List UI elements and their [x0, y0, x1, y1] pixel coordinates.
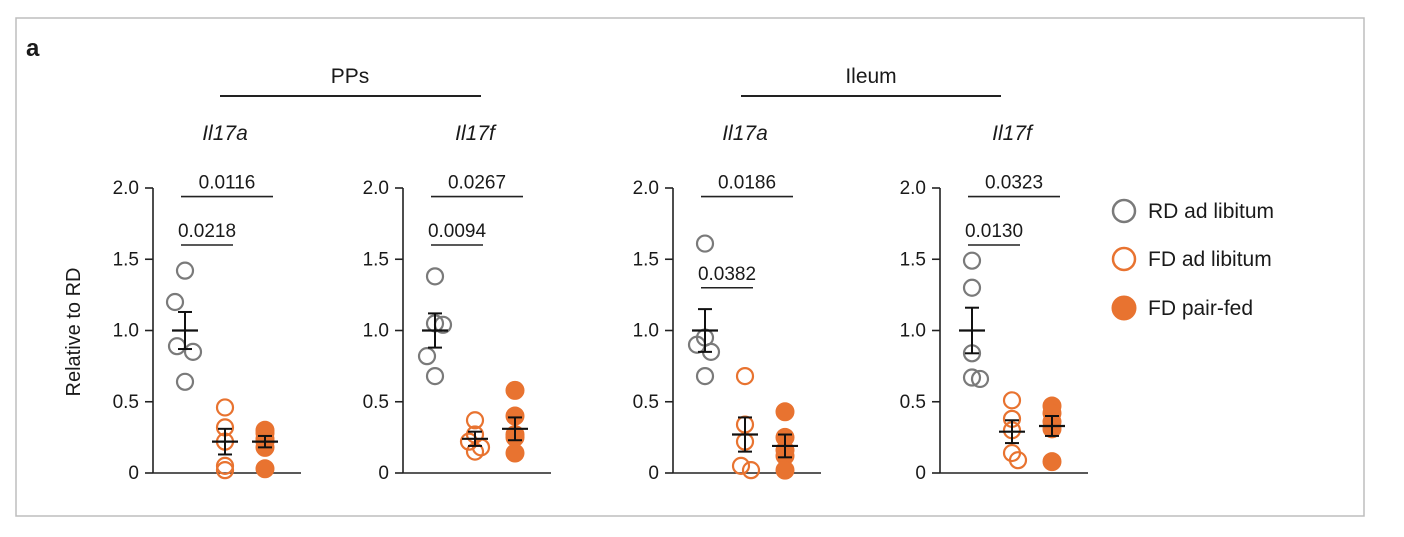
p-value-label: 0.0323 — [985, 173, 1043, 194]
y-tick-label: 1.0 — [363, 321, 389, 342]
legend-marker-fd-pair-fed — [1111, 295, 1137, 321]
data-point — [775, 402, 795, 422]
panel-title: Il17f — [992, 122, 1034, 145]
data-point — [775, 460, 795, 480]
panel-title: Il17a — [722, 122, 768, 145]
y-tick-label: 1.0 — [633, 321, 659, 342]
data-point — [465, 411, 485, 430]
data-point — [962, 278, 982, 297]
y-tick-label: 0.5 — [633, 392, 659, 413]
y-tick-label: 1.0 — [113, 321, 139, 342]
legend-item-rd-ad-libitum: RD ad libitum — [1111, 198, 1274, 224]
y-tick-label: 1.5 — [363, 249, 389, 270]
data-point — [215, 398, 235, 417]
y-tick-label: 0 — [128, 463, 139, 484]
y-tick-label: 2.0 — [363, 178, 389, 199]
y-tick-label: 2.0 — [900, 178, 926, 199]
legend-label-fd-pair-fed: FD pair-fed — [1148, 297, 1253, 320]
y-tick-label: 0 — [915, 463, 926, 484]
legend-item-fd-ad-libitum: FD ad libitum — [1111, 246, 1272, 272]
p-value-label: 0.0094 — [428, 221, 487, 242]
legend-marker-fd-ad-libitum — [1111, 246, 1137, 272]
group-label-pps: PPs — [331, 65, 370, 88]
y-tick-label: 0 — [378, 463, 389, 484]
data-point — [165, 292, 185, 312]
legend-marker-rd-ad-libitum — [1111, 198, 1137, 224]
legend-label-rd-ad-libitum: RD ad libitum — [1148, 200, 1274, 223]
y-tick-label: 1.5 — [113, 249, 139, 270]
y-tick-label: 1.5 — [900, 249, 926, 270]
p-value-label: 0.0130 — [965, 221, 1023, 242]
data-point — [695, 234, 715, 253]
data-point — [175, 261, 195, 280]
data-point — [425, 267, 445, 286]
group-pps: PPs — [220, 65, 481, 97]
data-point — [425, 367, 445, 386]
chart-panels: Il17a 0 0.5 1.0 1.5 2.0 0.0218 0.0116 Il17f 0 0.5 1… — [113, 122, 1088, 484]
data-point — [741, 461, 761, 480]
data-point — [970, 369, 990, 389]
data-point — [1008, 451, 1028, 470]
y-tick-label: 0 — [648, 463, 659, 484]
figure-border — [15, 17, 1365, 517]
data-point — [505, 443, 525, 463]
group-label-ileum: Ileum — [845, 65, 896, 88]
group-ileum: Ileum — [741, 65, 1001, 97]
p-value-label: 0.0267 — [448, 173, 506, 194]
data-point — [417, 347, 437, 366]
y-tick-label: 1.5 — [633, 249, 659, 270]
data-point — [731, 456, 751, 475]
y-tick-label: 1.0 — [900, 321, 926, 342]
legend-item-fd-pair-fed: FD pair-fed — [1111, 295, 1253, 321]
panel-4: Il17f 0 0.5 1.0 1.5 2.0 0.0130 0.0323 — [900, 122, 1088, 484]
y-tick-label: 0.5 — [900, 392, 926, 413]
panel-1: Il17a 0 0.5 1.0 1.5 2.0 0.0218 0.0116 — [113, 122, 301, 484]
data-point — [183, 342, 203, 361]
y-tick-label: 2.0 — [113, 178, 139, 199]
data-point — [1002, 391, 1022, 410]
data-point — [505, 380, 525, 400]
panel-title: Il17a — [202, 122, 248, 145]
p-value-label: 0.0382 — [698, 264, 756, 285]
data-point — [255, 459, 275, 479]
panel-3: Il17a 0 0.5 1.0 1.5 2.0 0.0382 0.0186 — [633, 122, 821, 484]
y-tick-label: 0.5 — [113, 392, 139, 413]
p-value-label: 0.0186 — [718, 173, 776, 194]
data-point — [215, 461, 235, 480]
data-point — [1042, 452, 1062, 472]
legend-label-fd-ad-libitum: FD ad libitum — [1148, 248, 1272, 271]
y-axis-label: Relative to RD — [63, 268, 85, 397]
data-point — [962, 251, 982, 270]
legend: RD ad libitum FD ad libitum FD pair-fed — [1111, 198, 1274, 321]
data-point — [175, 372, 195, 391]
data-point — [695, 367, 715, 386]
data-point — [962, 368, 982, 387]
panel-2: Il17f 0 0.5 1.0 1.5 2.0 0.0094 0.0267 — [363, 122, 551, 484]
y-tick-label: 0.5 — [363, 392, 389, 413]
p-value-label: 0.0218 — [178, 221, 236, 242]
p-value-label: 0.0116 — [199, 173, 256, 194]
data-point — [735, 367, 755, 386]
y-tick-label: 2.0 — [633, 178, 659, 199]
panel-letter: a — [26, 35, 40, 62]
panel-title: Il17f — [455, 122, 497, 145]
